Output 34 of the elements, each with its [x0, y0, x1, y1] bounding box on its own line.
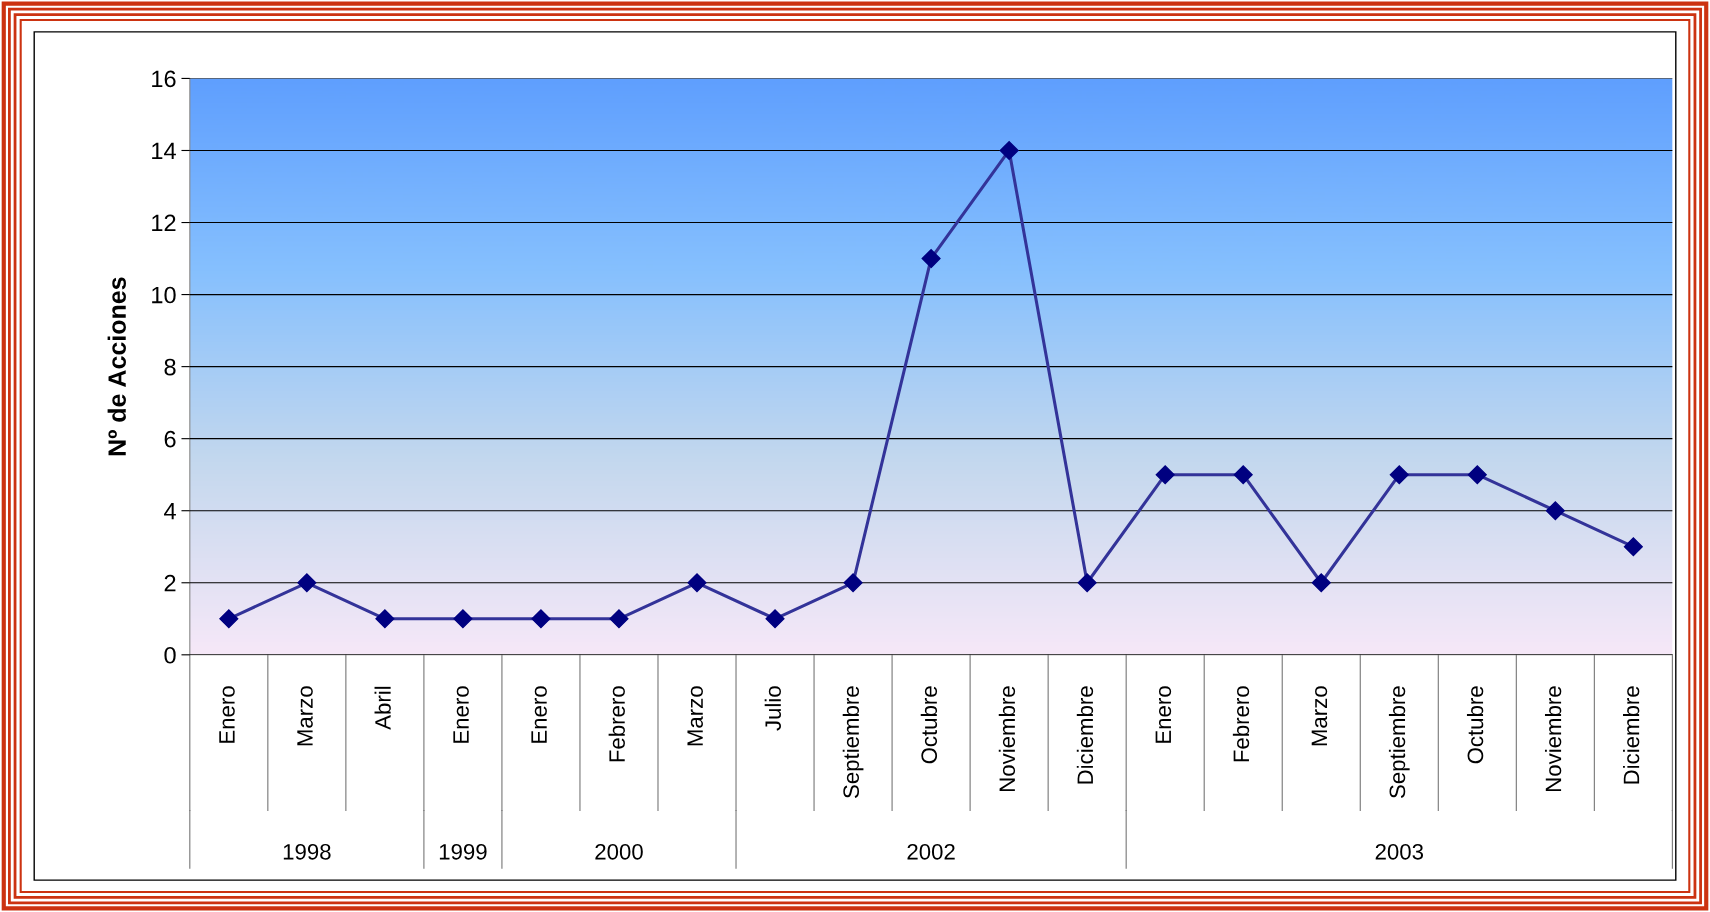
x-tick-label: Septiembre — [1388, 686, 1410, 798]
x-tick-label: Marzo — [687, 686, 703, 746]
text: 2002 — [907, 843, 955, 860]
y-tick-label: 16 — [152, 70, 176, 88]
x-tick-label: Abril — [374, 686, 391, 730]
y-tick-label: 4 — [164, 503, 176, 520]
y-tick-label: 6 — [164, 430, 176, 448]
x-tick-label: Julio — [764, 686, 781, 731]
y-tick-label: 10 — [152, 286, 176, 304]
x-tick-label: Enero — [219, 686, 235, 743]
y-tick-label: 12 — [152, 214, 176, 232]
x-tick-label: Noviembre — [998, 686, 1016, 791]
x-tick-label: Marzo — [1311, 686, 1328, 746]
y-tick-label: 0 — [164, 646, 176, 664]
x-tick-label: Septiembre — [842, 686, 864, 798]
x-tick-label: Enero — [453, 686, 469, 743]
x-tick-label: Diciembre — [1623, 686, 1640, 784]
x-tick-label: Noviembre — [1544, 686, 1562, 791]
y-tick-label: 2 — [164, 574, 176, 592]
x-tick-label: Enero — [531, 686, 547, 743]
text: 2000 — [595, 843, 643, 860]
x-tick-label: Octubre — [920, 686, 938, 764]
x-tick-label: Marzo — [297, 686, 313, 746]
y-tick-label: 14 — [152, 142, 176, 160]
x-tick-label: Octubre — [1466, 686, 1484, 764]
text: 1999 — [439, 843, 487, 860]
y-axis-title: Nº de Acciones — [107, 277, 126, 456]
x-tick-label: Diciembre — [1076, 686, 1094, 784]
text: 1998 — [283, 843, 331, 860]
x-tick-label: Febrero — [608, 686, 625, 762]
text: 2003 — [1375, 843, 1424, 860]
x-tick-label: Febrero — [1232, 686, 1250, 762]
y-tick-label: 8 — [164, 358, 176, 376]
x-tick-label: Enero — [1155, 686, 1172, 743]
